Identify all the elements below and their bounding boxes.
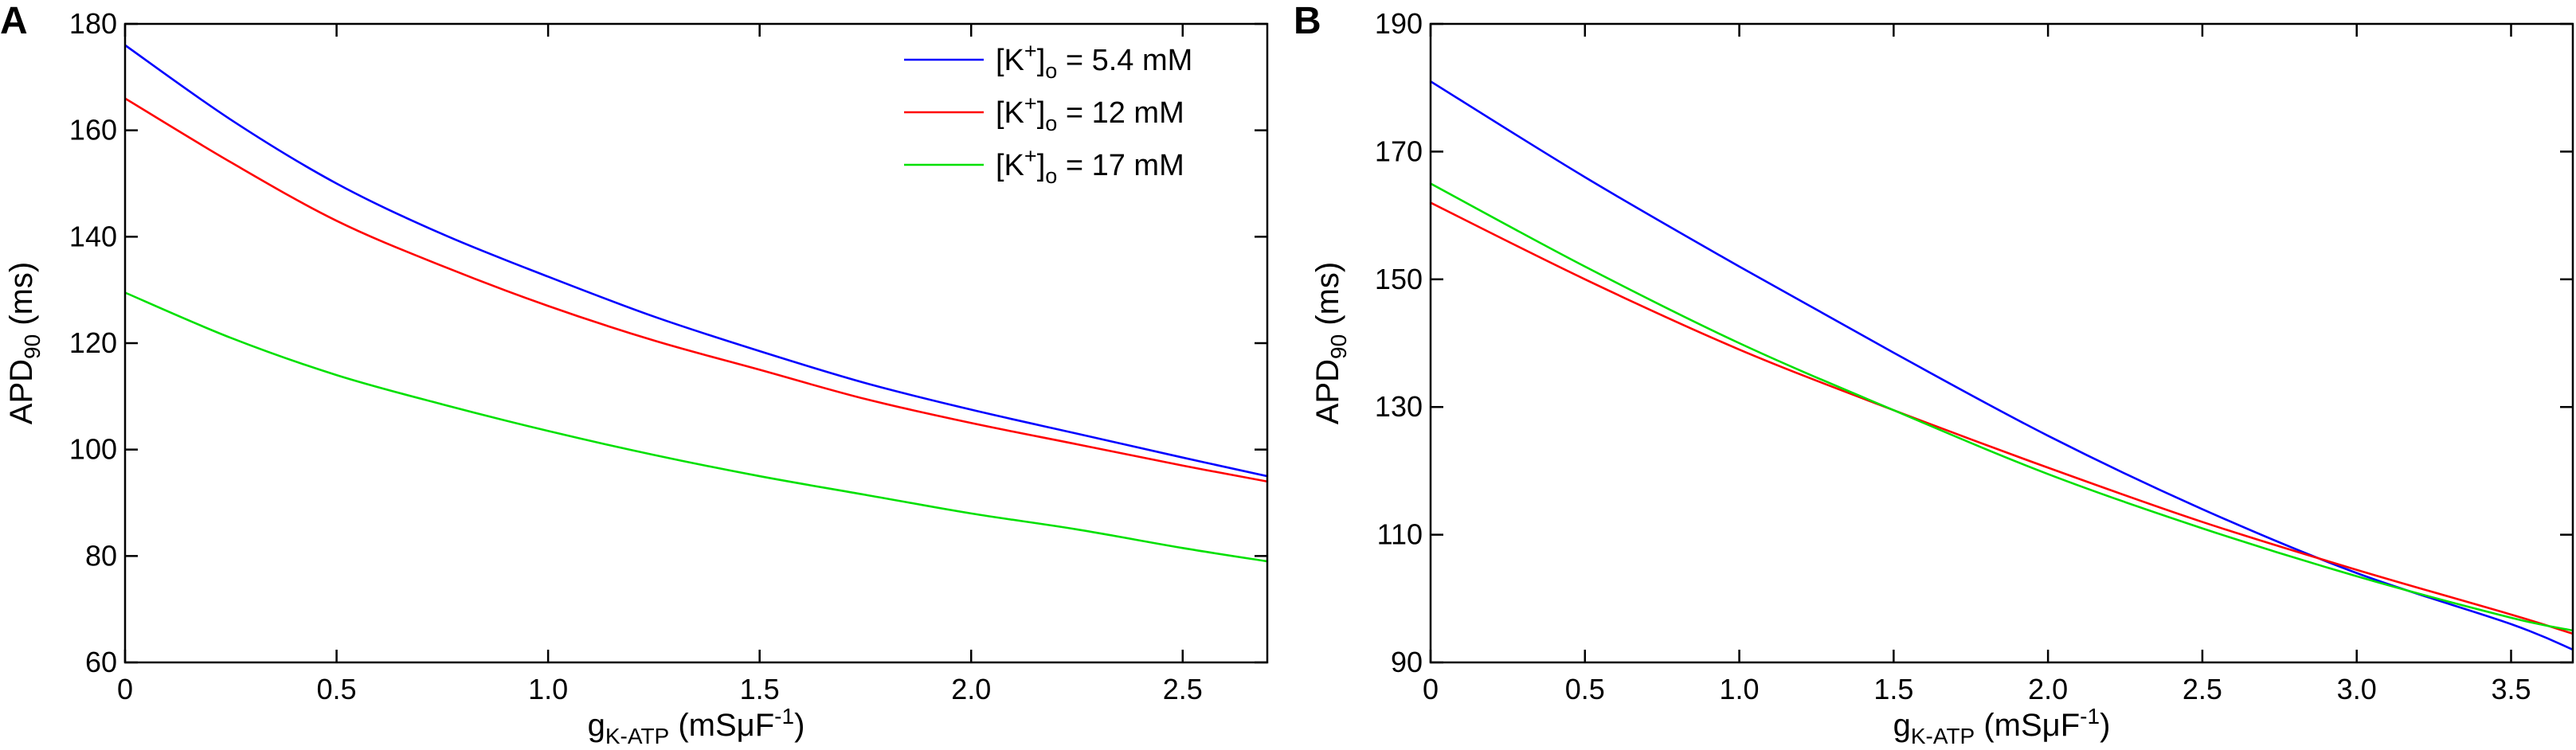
y-tick-label: 110 — [1377, 518, 1423, 551]
y-tick-label: 190 — [1375, 7, 1423, 40]
panel-label: B — [1294, 0, 1321, 42]
legend: [K+]o = 5.4 mM [K+]o = 12 mM [K+]o = 17 mM — [904, 39, 1192, 188]
legend-entry: [K+]o = 17 mM — [996, 144, 1184, 188]
x-tick-label: 0.5 — [317, 673, 357, 705]
x-tick-label: 1.5 — [1873, 673, 1913, 705]
y-tick-label: 180 — [69, 7, 117, 40]
series-line-2 — [125, 97, 1267, 483]
x-tick-label: 3.0 — [2337, 673, 2377, 705]
x-tick-label: 0 — [117, 673, 133, 705]
x-tick-label: 2.0 — [2028, 673, 2068, 705]
y-tick-label: 140 — [69, 220, 117, 252]
x-axis-label: gK-ATP (mSμF-1) — [1893, 704, 2111, 748]
series-line-2 — [1431, 201, 2573, 635]
x-tick-label: 0.5 — [1565, 673, 1605, 705]
y-tick-label: 130 — [1375, 390, 1423, 423]
y-tick-label: 160 — [69, 114, 117, 146]
y-tick-label: 170 — [1375, 135, 1423, 167]
x-tick-label: 1.5 — [740, 673, 780, 705]
y-tick-label: 150 — [1375, 263, 1423, 295]
legend-entry: [K+]o = 5.4 mM — [996, 39, 1192, 83]
x-tick-label: 1.0 — [1720, 673, 1760, 705]
legend-entry: [K+]o = 12 mM — [996, 92, 1184, 135]
series-line-1 — [125, 44, 1267, 478]
y-tick-label: 90 — [1391, 646, 1423, 678]
y-axis-label: APD90 (ms) — [1310, 262, 1351, 424]
panel-label: A — [0, 0, 28, 42]
plot-frame — [1429, 22, 2574, 664]
y-tick-label: 120 — [69, 326, 117, 359]
series-line-1 — [1431, 80, 2573, 651]
x-tick-label: 2.5 — [1163, 673, 1203, 705]
y-tick-label: 100 — [69, 433, 117, 466]
y-axis-label: APD90 (ms) — [4, 262, 45, 424]
x-tick-label: 3.5 — [2491, 673, 2531, 705]
x-tick-label: 1.0 — [528, 673, 568, 705]
y-tick-label: 60 — [85, 646, 117, 678]
series-line-3 — [125, 291, 1267, 563]
x-axis-label: gK-ATP (mSμF-1) — [588, 704, 805, 748]
chart-panel-a: A 0 0.5 1.0 1.5 2.0 2.5 60 80 100 120 140 160 180 gK-A… — [0, 0, 1269, 748]
x-tick-label: 2.5 — [2183, 673, 2222, 705]
x-tick-label: 2.0 — [951, 673, 991, 705]
y-tick-label: 80 — [85, 539, 117, 572]
series-line-3 — [1431, 182, 2573, 632]
series-group — [1431, 80, 2573, 651]
series-group — [125, 44, 1267, 563]
chart-panel-b: B 0 0.5 1.0 1.5 2.0 2.5 3.0 3.5 90 110 130 150 170 190… — [1294, 0, 2574, 748]
x-tick-label: 0 — [1423, 673, 1439, 705]
